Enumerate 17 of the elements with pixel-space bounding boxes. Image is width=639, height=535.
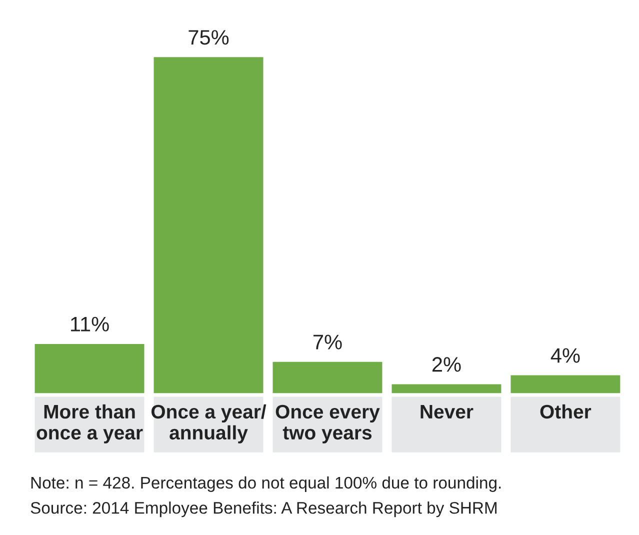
bar [34, 344, 144, 394]
bar [510, 375, 620, 394]
data-label: 11% [71, 316, 109, 332]
bar [272, 362, 382, 394]
text: Note: n = 428. Percentages do not equal 100% due to rounding. [31, 476, 501, 492]
bar [154, 57, 264, 394]
x-tick-label: More than once a year [36, 404, 143, 444]
data-label: 2% [432, 357, 461, 372]
x-tick-label: Once every two years [276, 404, 380, 444]
x-tick-label: Never [420, 405, 474, 419]
bar [392, 384, 502, 394]
x-tick-label: Once a year/ annually [151, 404, 266, 444]
data-label: 4% [550, 348, 580, 363]
data-label: 75% [188, 30, 229, 45]
data-label: 7% [314, 334, 342, 350]
x-tick-label: Other [540, 404, 592, 419]
source-note: Source: 2014 Employee Benefits: A Research Report by SHRM [30, 502, 496, 518]
